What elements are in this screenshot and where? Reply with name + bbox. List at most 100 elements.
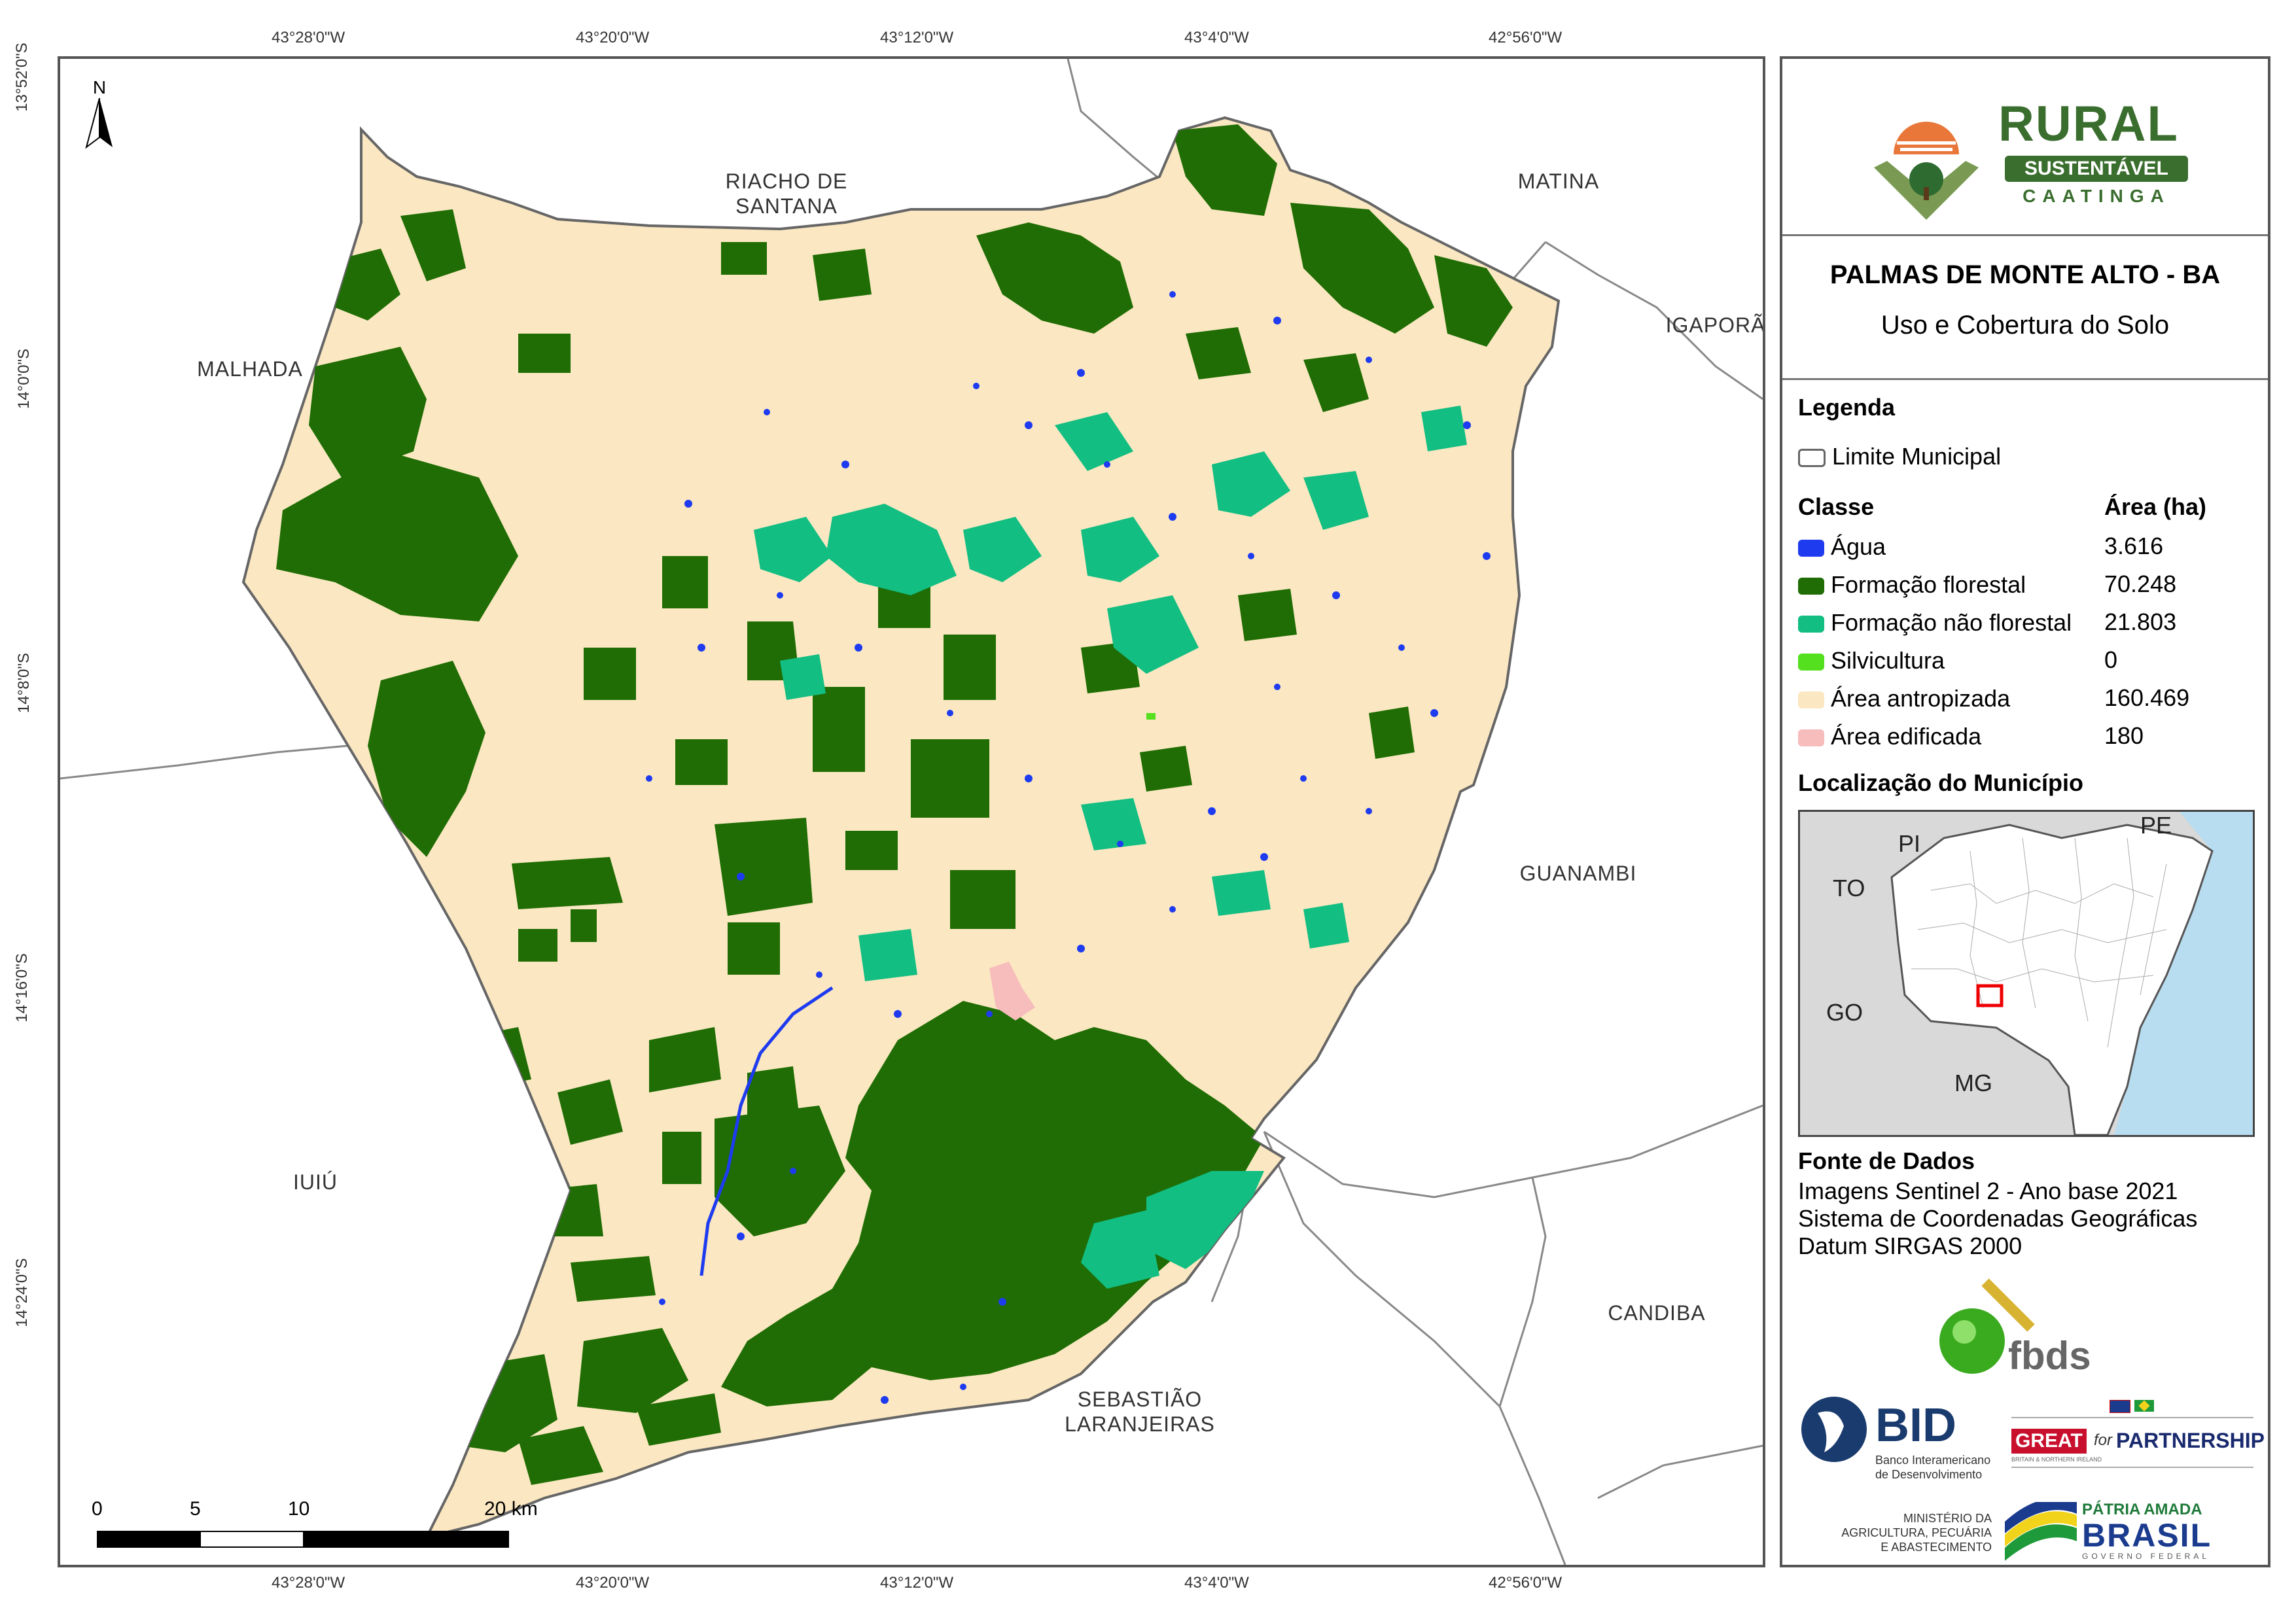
fbds-logo: fbds [1933,1276,2129,1380]
neighbor-matina: MATINA [1517,169,1600,193]
great-rule [2011,1417,2253,1418]
patria-amada-brasil-logo: PÁTRIA AMADA BRASIL GOVERNO FEDERAL [2005,1498,2253,1563]
coord-left-2: 14°0'0"S [15,348,33,410]
patria-line-1: PÁTRIA AMADA [2082,1501,2202,1518]
source-line-1: Imagens Sentinel 2 - Ano base 2021 [1798,1178,2178,1204]
map-frame[interactable]: N RIACHO DE SANTANA MATINA IGAPORÃ MALHA… [58,56,1765,1567]
limite-municipal-swatch [1798,449,1826,468]
classe-header: Classe [1798,493,1875,520]
coord-left-3: 14°8'0"S [15,652,33,714]
divider-1 [1782,234,2268,236]
silvicultura-swatch [1798,654,1824,671]
limite-municipal-label: Limite Municipal [1832,443,2002,470]
coord-left-4: 14°16'0"S [13,953,31,1022]
great-sub: BRITAIN & NORTHERN IRELAND [2011,1456,2102,1463]
north-arrow-icon [85,98,113,149]
ministerio-line-1: MINISTÉRIO DA [1903,1512,1992,1525]
neighbor-guanambi: GUANAMBI [1519,862,1637,885]
neighbor-iuiu: IUIÚ [293,1170,338,1194]
class-area: 21.803 [2104,608,2177,635]
north-label: N [92,77,107,97]
great-partnership: PARTNERSHIP [2116,1429,2265,1452]
neighbor-riacho-de-santana: RIACHO DE SANTANA [725,169,848,218]
class-area: 160.469 [2104,684,2190,711]
logo-word-caatinga: CAATINGA [2022,186,2170,206]
bid-wordmark: BID [1875,1399,1956,1452]
inset-label-pe: PE [2140,812,2172,839]
legend-class-formacao-florestal: Formação florestal [1798,570,2026,599]
coord-bottom-4: 43°4'0"W [1184,1574,1249,1592]
rural-logo-icon [1874,122,1979,220]
class-label: Silvicultura [1831,647,1945,674]
great-flags [2110,1400,2154,1413]
class-label: Água [1831,533,1886,560]
scale-bar-graphic [97,1531,509,1548]
agua-swatch [1798,540,1824,557]
coord-left-5: 14°24'0"S [13,1258,31,1327]
area-edificada-swatch [1798,729,1824,747]
inset-label-go: GO [1826,999,1863,1026]
class-label: Área edificada [1831,723,1982,750]
location-inset-map[interactable]: PI PE TO GO MG [1798,810,2255,1137]
location-title: Localização do Município [1798,769,2084,796]
class-label: Formação florestal [1831,571,2026,598]
land-cover-patches [276,124,1513,1485]
scale-bar: 0 5 10 20 km [84,1498,542,1557]
ministerio-line-3: E ABASTECIMENTO [1881,1541,1992,1554]
inset-label-mg: MG [1954,1070,1992,1096]
class-area: 0 [2104,646,2118,673]
ministerio-line-2: AGRICULTURA, PECUÁRIA [1841,1526,1992,1539]
coord-left-1: 13°52'0"S [13,43,31,112]
great-badge: GREAT [2011,1429,2087,1454]
coord-top-5: 42°56'0"W [1489,29,1563,46]
map-subtitle: Uso e Cobertura do Solo [1881,311,2170,340]
inset-map-svg [1890,812,2253,1135]
logo-word-rural: RURAL [1998,96,2179,152]
great-for: for [2094,1431,2113,1449]
legend-class-area-edificada: Área edificada [1798,722,1981,751]
source-title: Fonte de Dados [1798,1147,1975,1174]
neighbor-igapora: IGAPORÃ [1665,313,1765,337]
neighbor-candiba: CANDIBA [1608,1301,1706,1325]
uk-flag-icon [2110,1400,2130,1413]
scale-label-0: 0 [92,1498,103,1520]
patria-line-3: GOVERNO FEDERAL [2082,1552,2210,1561]
map-canvas[interactable] [60,59,1763,1565]
north-arrow: N [80,77,119,149]
class-label: Área antropizada [1831,685,2011,712]
scale-label-5: 5 [190,1498,201,1520]
area-header: Área (ha) [2104,493,2207,520]
class-area: 3.616 [2104,532,2164,559]
coord-bottom-2: 43°20'0"W [576,1574,650,1592]
coord-top-4: 43°4'0"W [1184,29,1249,46]
scale-label-20km: 20 km [484,1498,538,1520]
class-area: 70.248 [2104,570,2177,597]
patria-line-2: BRASIL [2082,1517,2212,1554]
legend-class-area-antropizada: Área antropizada [1798,684,2010,713]
bid-logo: BID Banco Interamericano de Desenvolvime… [1798,1393,1994,1492]
logo-word-sustentavel: SUSTENTÁVEL [2005,156,2188,182]
formacao-nao-florestal-swatch [1798,616,1824,633]
class-area: 180 [2104,722,2144,749]
inset-label-to: TO [1833,875,1865,901]
legend-class-agua: Água [1798,532,1886,561]
great-rule-2 [2011,1467,2253,1468]
inset-label-pi: PI [1898,830,1921,857]
map-title: PALMAS DE MONTE ALTO - BA [1829,260,2221,289]
great-partnership-logo: GREAT for PARTNERSHIP BRITAIN & NORTHERN… [2011,1400,2265,1485]
brazil-flag-icon [2134,1400,2154,1412]
brasil-flag-icon [2005,1502,2077,1561]
source-line-3: Datum SIRGAS 2000 [1798,1232,2022,1259]
legend-class-silvicultura: Silvicultura [1798,646,1945,675]
legend-panel: RURAL SUSTENTÁVEL CAATINGA PALMAS DE MON… [1780,56,2270,1567]
formacao-florestal-swatch [1798,578,1824,595]
ministerio-agricultura: MINISTÉRIO DA AGRICULTURA, PECUÁRIA E AB… [1822,1511,1992,1554]
area-antropizada-swatch [1798,691,1824,709]
fbds-wordmark: fbds [2008,1334,2091,1378]
coord-bottom-5: 42°56'0"W [1489,1574,1563,1592]
coord-top-3: 43°12'0"W [880,29,954,46]
divider-2 [1782,378,2268,380]
bid-line-2: de Desenvolvimento [1875,1468,1983,1481]
legend-title: Legenda [1798,394,1896,421]
bid-line-1: Banco Interamericano [1875,1454,1991,1467]
